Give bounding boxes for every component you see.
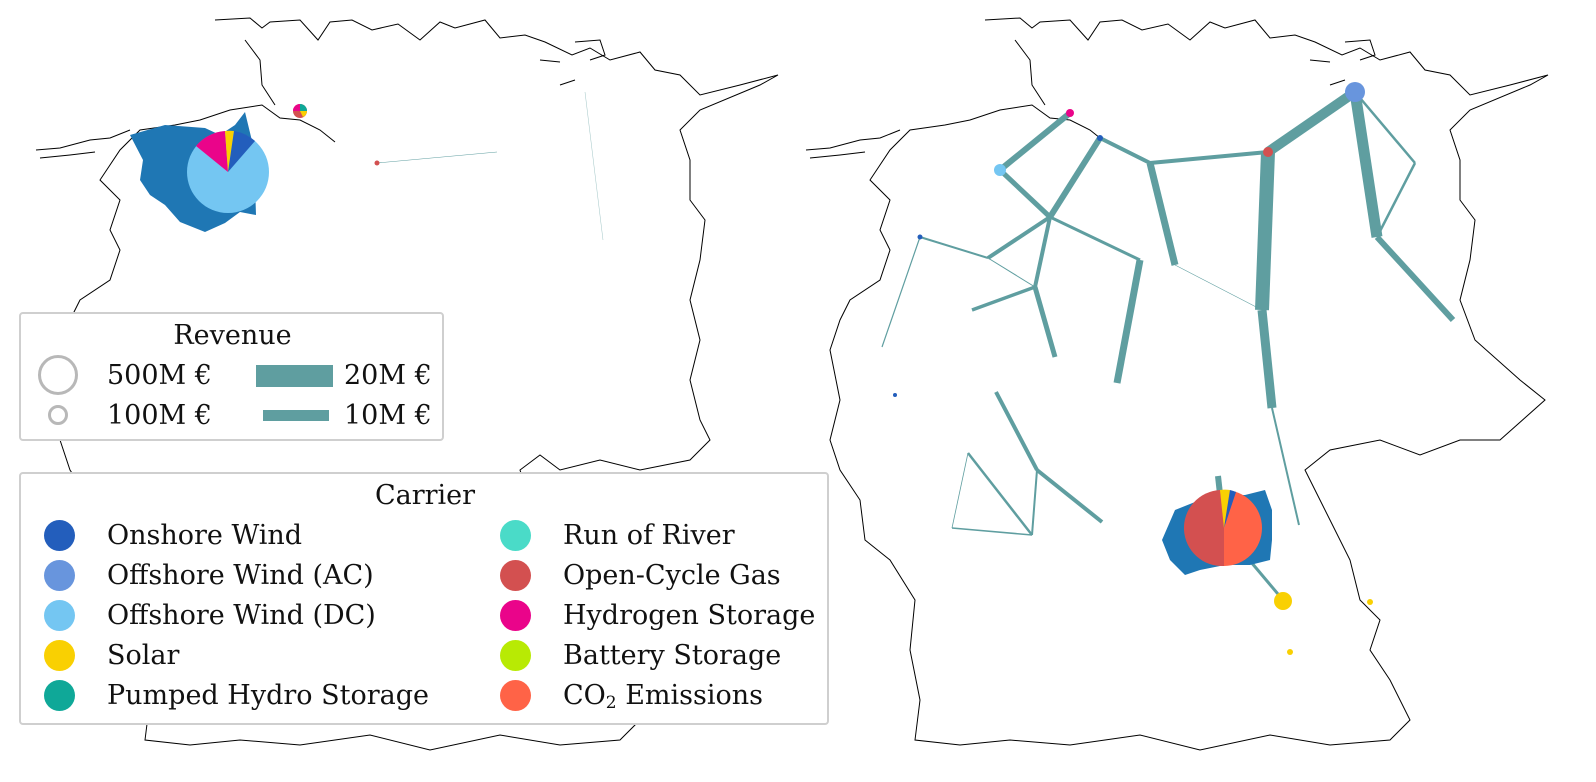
right-map-line <box>1149 150 1269 165</box>
carrier-offshore-wind-dc-icon <box>44 600 75 631</box>
right-map-line <box>1375 162 1417 238</box>
right-map-bus <box>1345 82 1365 102</box>
carrier-open-cycle-gas-label: Open-Cycle Gas <box>563 560 781 591</box>
right-map-line <box>881 236 921 348</box>
right-map-bus <box>1263 147 1273 157</box>
right-map-line <box>1354 91 1416 164</box>
right-map-line <box>1374 234 1456 323</box>
right-map-bus <box>917 234 923 240</box>
right-map-line <box>951 452 969 529</box>
right-map-line <box>1255 151 1275 311</box>
right-map-line <box>1031 469 1038 536</box>
carrier-run-of-river-icon <box>500 520 531 551</box>
right-map-line <box>1271 407 1300 526</box>
right-map-germany-border <box>829 17 1549 751</box>
carrier-run-of-river-label: Run of River <box>563 520 735 551</box>
revenue-line-10-label: 10M € <box>344 400 432 431</box>
carrier-offshore-wind-dc-label: Offshore Wind (DC) <box>107 600 376 631</box>
carrier-co2-emissions-label: CO2 Emissions <box>563 680 764 713</box>
carrier-solar-label: Solar <box>107 640 180 671</box>
carrier-legend: Carrier Onshore Wind Offshore Wind (AC) … <box>19 472 829 725</box>
left-map-line <box>376 151 498 164</box>
left-map-islands <box>539 39 606 86</box>
right-map-bus <box>994 164 1006 176</box>
right-map-line <box>1257 309 1277 409</box>
carrier-battery-storage-icon <box>500 640 531 671</box>
right-map-line <box>919 236 989 259</box>
right-map-line <box>998 168 1052 219</box>
carrier-pumped-hydro-icon <box>44 680 75 711</box>
right-map-bus <box>893 393 897 397</box>
right-map-line <box>967 452 1033 536</box>
right-map-line <box>1099 136 1151 165</box>
revenue-legend: Revenue 500M € 100M € 20M € 10M € <box>19 312 444 441</box>
left-map-line <box>584 91 604 241</box>
revenue-circle-500-icon <box>38 355 78 395</box>
right-map-line <box>1035 468 1104 524</box>
carrier-co2-emissions-icon <box>500 680 531 711</box>
left-map-network <box>376 91 604 241</box>
carrier-onshore-wind-label: Onshore Wind <box>107 520 303 551</box>
right-map-islands <box>1309 39 1376 86</box>
carrier-battery-storage-label: Battery Storage <box>563 640 782 671</box>
carrier-offshore-wind-ac-icon <box>44 560 75 591</box>
right-map-line <box>1032 286 1058 358</box>
revenue-line-10-icon <box>263 410 329 421</box>
right-map-line <box>998 110 1072 173</box>
right-map-line <box>1265 87 1358 157</box>
carrier-open-cycle-gas-icon <box>500 560 531 591</box>
right-map-line <box>951 527 1033 536</box>
right-map <box>805 17 1549 751</box>
revenue-circle-100-label: 100M € <box>107 400 212 431</box>
right-map-line <box>1113 259 1144 384</box>
right-map-bus <box>1066 109 1074 117</box>
carrier-legend-title: Carrier <box>374 480 476 511</box>
right-map-line <box>1033 216 1052 288</box>
right-map-line <box>1349 91 1383 238</box>
right-map-line <box>987 257 1036 288</box>
right-map-line <box>971 285 1036 312</box>
right-map-line <box>1049 215 1141 262</box>
carrier-onshore-wind-icon <box>44 520 75 551</box>
carrier-solar-icon <box>44 640 75 671</box>
left-map-pie-small <box>293 104 307 118</box>
right-map-bus-solar <box>1274 592 1292 610</box>
carrier-hydrogen-storage-label: Hydrogen Storage <box>563 600 816 631</box>
right-map-bus <box>1367 599 1373 605</box>
revenue-line-20-icon <box>256 365 333 387</box>
carrier-hydrogen-storage-icon <box>500 600 531 631</box>
right-map-line <box>1047 136 1103 219</box>
carrier-pumped-hydro-label: Pumped Hydro Storage <box>107 680 429 711</box>
right-map-line <box>1174 264 1263 311</box>
right-map-pie-large <box>1183 489 1262 567</box>
left-map-coast-west <box>35 39 276 159</box>
carrier-offshore-wind-ac-label: Offshore Wind (AC) <box>107 560 374 591</box>
right-map-line <box>994 391 1039 471</box>
right-map-line <box>1146 162 1179 266</box>
right-map-network <box>881 87 1456 601</box>
revenue-circle-500-label: 500M € <box>107 360 212 391</box>
left-map-pie-large <box>187 130 269 213</box>
right-map-line <box>986 215 1052 260</box>
revenue-circle-100-icon <box>48 405 68 425</box>
revenue-line-20-label: 20M € <box>344 360 432 391</box>
right-map-coast-west <box>805 39 1046 159</box>
revenue-legend-title: Revenue <box>173 320 292 351</box>
right-map-bus <box>1097 135 1103 141</box>
right-map-bus <box>1287 649 1293 655</box>
left-map-bus <box>374 160 380 166</box>
